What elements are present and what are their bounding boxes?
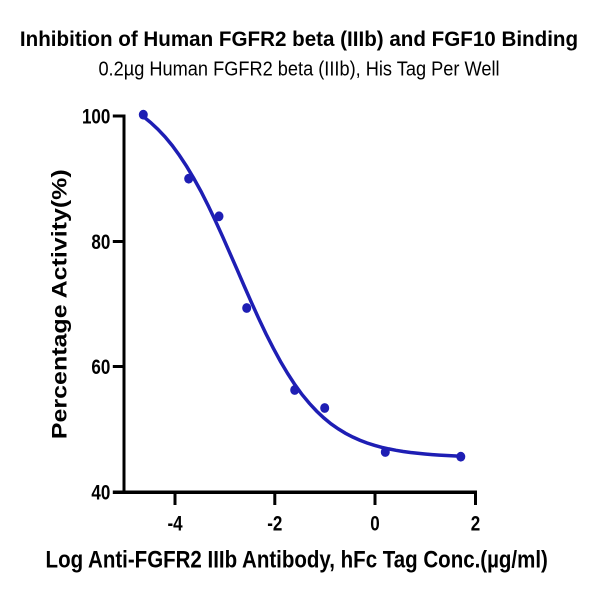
- svg-text:80: 80: [91, 231, 110, 254]
- svg-text:0: 0: [370, 513, 379, 536]
- svg-text:-4: -4: [167, 513, 182, 536]
- svg-text:Percentage Activity(%): Percentage Activity(%): [47, 169, 71, 439]
- svg-text:60: 60: [91, 356, 110, 379]
- svg-text:100: 100: [82, 106, 110, 129]
- svg-text:0.2µg Human FGFR2 beta (IIIb),: 0.2µg Human FGFR2 beta (IIIb), His Tag P…: [98, 59, 499, 81]
- svg-text:-2: -2: [267, 513, 282, 536]
- svg-text:40: 40: [91, 482, 110, 505]
- svg-text:2: 2: [471, 513, 480, 536]
- svg-text:Log Anti-FGFR2 IIIb Antibody,: Log Anti-FGFR2 IIIb Antibody, hFc Tag Co…: [46, 546, 548, 573]
- svg-text:Inhibition of Human FGFR2 beta: Inhibition of Human FGFR2 beta (IIIb) an…: [20, 28, 578, 52]
